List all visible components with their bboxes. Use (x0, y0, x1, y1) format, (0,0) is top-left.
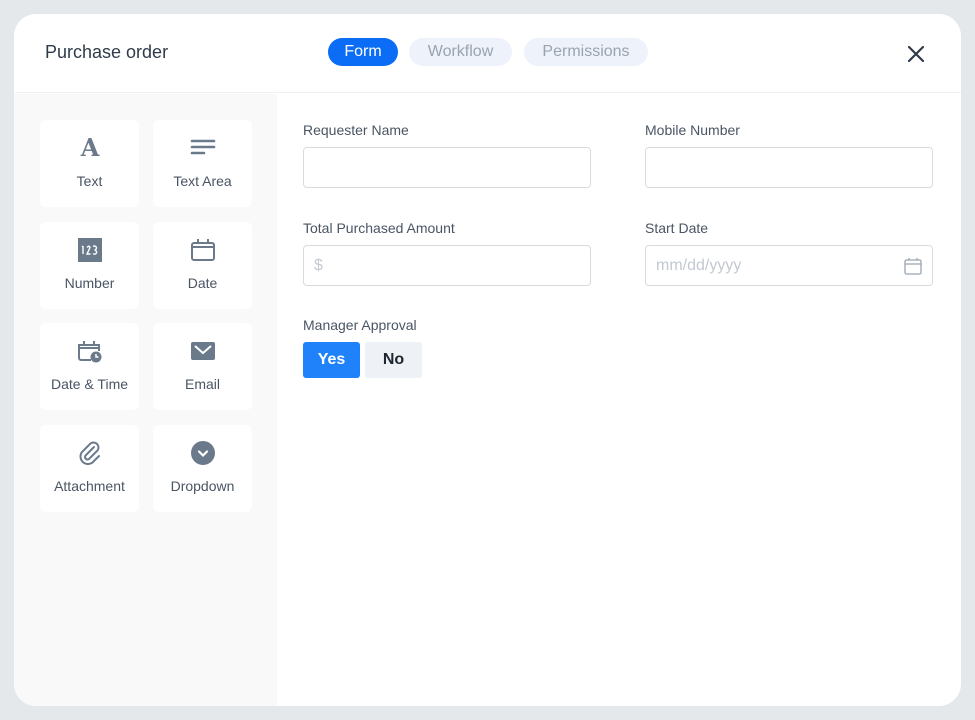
total-amount-label: Total Purchased Amount (303, 220, 455, 236)
field-label: Email (184, 376, 220, 392)
start-date-placeholder: mm/dd/yyyy (656, 257, 742, 274)
envelope-icon (190, 339, 216, 363)
total-amount-input[interactable]: $ (303, 245, 591, 286)
manager-approval-label: Manager Approval (303, 317, 417, 333)
requester-name-label: Requester Name (303, 122, 409, 138)
field-label: Attachment (54, 478, 125, 494)
purchase-order-dialog: Purchase order Form Workflow Permissions… (14, 14, 961, 706)
field-date[interactable]: Date (153, 222, 252, 309)
dialog-title: Purchase order (45, 42, 169, 62)
field-dropdown[interactable]: Dropdown (153, 425, 252, 512)
field-email[interactable]: Email (153, 323, 252, 410)
field-label: Dropdown (170, 478, 235, 494)
field-palette: A Text Text Area Number Date Date & Time… (14, 94, 277, 706)
field-label: Text (76, 173, 103, 189)
tab-form[interactable]: Form (328, 38, 398, 66)
number-icon (77, 238, 103, 262)
field-text-area[interactable]: Text Area (153, 120, 252, 207)
mobile-number-label: Mobile Number (645, 122, 740, 138)
requester-name-input[interactable] (303, 147, 591, 188)
field-label: Number (64, 275, 115, 291)
close-icon[interactable] (904, 42, 928, 66)
field-label: Date (187, 275, 218, 291)
dialog-header: Purchase order Form Workflow Permissions (14, 14, 961, 93)
field-number[interactable]: Number (40, 222, 139, 309)
form-canvas: Requester Name Mobile Number Total Purch… (277, 94, 961, 706)
calendar-icon (190, 238, 216, 262)
start-date-label: Start Date (645, 220, 709, 236)
field-text[interactable]: A Text (40, 120, 139, 207)
field-label: Date & Time (50, 376, 129, 392)
field-date-time[interactable]: Date & Time (40, 323, 139, 410)
paperclip-icon (77, 441, 103, 465)
approval-yes-button[interactable]: Yes (303, 342, 360, 378)
text-icon: A (80, 133, 100, 162)
text-area-icon (190, 136, 216, 160)
tab-permissions[interactable]: Permissions (524, 38, 648, 66)
chevron-circle-icon (190, 441, 216, 465)
field-attachment[interactable]: Attachment (40, 425, 139, 512)
tab-workflow[interactable]: Workflow (409, 38, 512, 66)
mobile-number-input[interactable] (645, 147, 933, 188)
calendar-icon[interactable] (904, 257, 922, 275)
start-date-input[interactable]: mm/dd/yyyy (645, 245, 933, 286)
field-label: Text Area (173, 173, 232, 189)
approval-no-button[interactable]: No (365, 342, 422, 378)
calendar-clock-icon (77, 339, 103, 363)
